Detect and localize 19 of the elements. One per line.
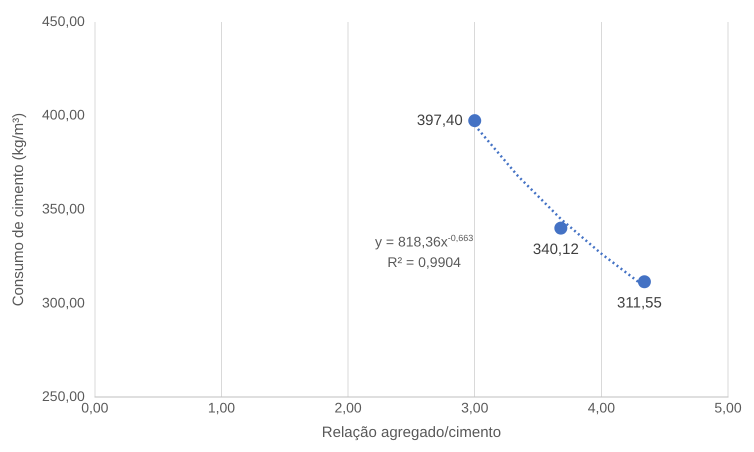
data-label: 340,12: [532, 240, 579, 258]
data-label: 311,55: [617, 294, 662, 312]
x-tick-label: 5,00: [714, 399, 742, 416]
y-tick-label: 400,00: [42, 106, 86, 123]
x-tick-label: 1,00: [208, 399, 236, 416]
x-tick-label: 2,00: [334, 399, 362, 416]
annotation: y = 818,36x$^{-0,663}$: [375, 232, 474, 252]
x-tick-label: 4,00: [588, 399, 616, 416]
point: [638, 275, 651, 288]
y-axis-title: Consumo de cimento (kg/m³): [10, 112, 28, 306]
y-tick-label: 450,00: [42, 12, 86, 29]
annotation: R² = 0,9904: [386, 252, 462, 272]
x-axis-title: Relação agregado/cimento: [322, 424, 502, 442]
point: [554, 222, 568, 235]
point: [468, 114, 482, 128]
x-tick-label: 3,00: [461, 399, 489, 416]
data-label: 397,40: [416, 112, 463, 129]
y-tick-label: 350,00: [42, 200, 86, 216]
y-tick-label: 300,00: [42, 294, 86, 310]
